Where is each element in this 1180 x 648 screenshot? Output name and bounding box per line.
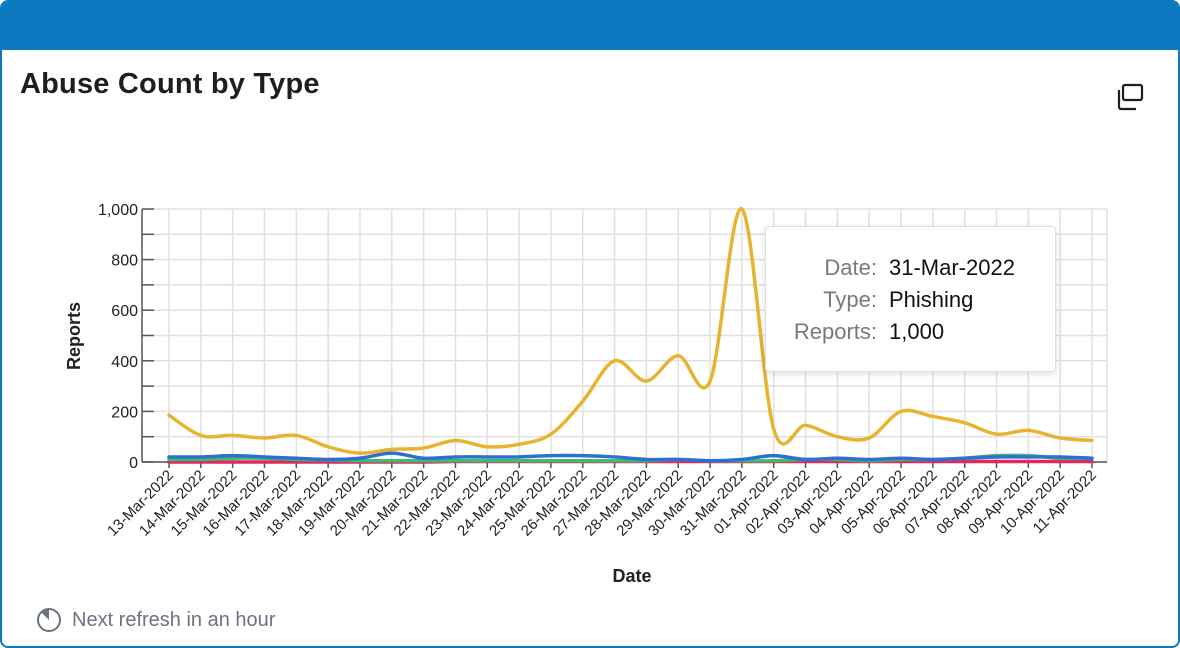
series-line-0	[167, 207, 1094, 455]
card-header-bar	[2, 2, 1178, 50]
series-line-1	[167, 451, 1094, 463]
tooltip-date-label: Date:	[824, 255, 877, 280]
tooltip-date-value: 31-Mar-2022	[889, 255, 1015, 280]
y-tick-label: 200	[111, 404, 138, 421]
y-tick-label: 600	[111, 303, 138, 320]
tooltip-type-label: Type:	[823, 287, 877, 312]
refresh-text: Next refresh in an hour	[72, 608, 276, 631]
tooltip-reports-label: Reports:	[793, 319, 877, 344]
chart-tooltip: Date: 31-Mar-2022 Type: Phishing Reports…	[765, 226, 1056, 372]
tooltip-reports-value: 1,000	[889, 319, 945, 344]
y-tick-label: 800	[111, 253, 138, 270]
y-tick-label: 400	[111, 354, 138, 371]
timer-icon	[37, 608, 61, 632]
tooltip-type-value: Phishing	[889, 287, 974, 312]
y-axis-title: Reports	[64, 302, 84, 370]
x-axis-title: Date	[612, 566, 651, 586]
y-tick-label: 1,000	[98, 202, 138, 219]
expand-window-icon[interactable]	[1112, 80, 1148, 116]
card-title: Abuse Count by Type	[20, 68, 320, 100]
refresh-status: Next refresh in an hour	[36, 606, 275, 634]
y-tick-label: 0	[129, 455, 138, 472]
